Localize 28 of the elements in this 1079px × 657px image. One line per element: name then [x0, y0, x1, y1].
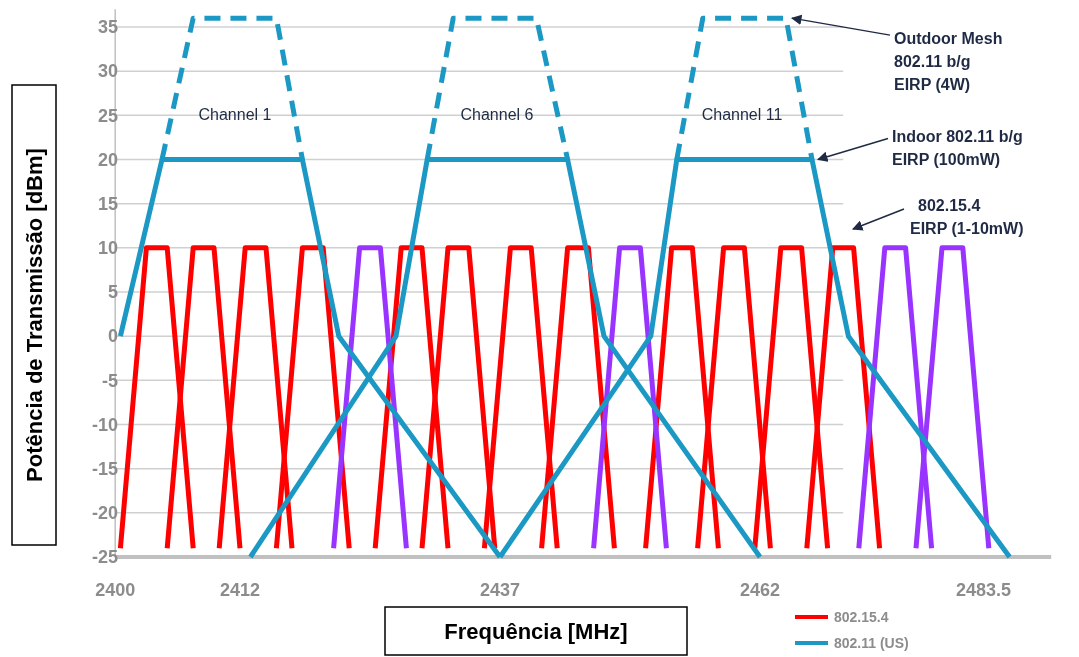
y-tick-label: 20	[97, 149, 118, 170]
annotation: Channel 11	[701, 106, 783, 123]
y-tick-label: -20	[91, 503, 118, 524]
y-tick-label: -10	[91, 414, 118, 435]
y-axis-title: Potência de Transmissão [dBm]	[22, 148, 47, 482]
annotation: Channel 1	[198, 106, 272, 123]
annotation: 802.15.4 EIRP (1-10mW)	[910, 196, 1024, 237]
legend-label: 802.15.4	[834, 608, 889, 625]
y-tick-label: -15	[91, 458, 118, 479]
y-tick-label: -25	[91, 547, 118, 568]
y-tick-label: 15	[97, 193, 118, 214]
x-tick-label: 2400	[95, 580, 136, 600]
x-tick-label: 2462	[739, 580, 781, 600]
y-tick-label: 5	[107, 282, 118, 303]
y-tick-label: 25	[97, 105, 118, 126]
annotation: Indoor 802.11 b/g EIRP (100mW)	[892, 128, 1023, 169]
annotation: Channel 6	[460, 106, 534, 123]
y-tick-label: 10	[97, 238, 118, 259]
annotation: Outdoor Mesh 802.11 b/g EIRP (4W)	[894, 29, 1003, 94]
x-tick-label: 2437	[479, 580, 521, 600]
x-tick-label: 2483.5	[956, 580, 1012, 600]
legend-label: 802.11 (US)	[834, 634, 909, 651]
y-tick-label: -5	[101, 370, 118, 391]
y-tick-label: 35	[97, 17, 118, 38]
y-tick-label: 0	[107, 326, 118, 347]
x-axis-title: Frequência [MHz]	[444, 618, 628, 644]
x-tick-label: 2412	[219, 580, 261, 600]
y-tick-label: 30	[97, 61, 118, 82]
